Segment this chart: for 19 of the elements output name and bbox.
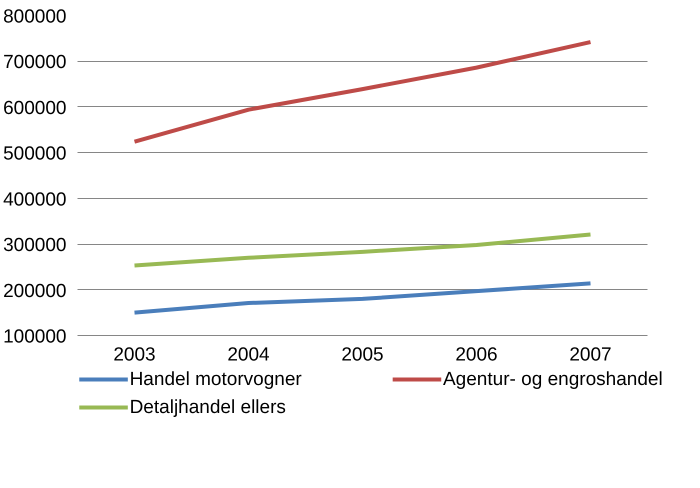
y-tick-label: 700000 (3, 52, 67, 74)
y-tick-label: 400000 (3, 189, 67, 210)
legend-label: Detaljhandel ellers (130, 397, 286, 418)
line-series (132, 232, 592, 268)
line-series (132, 40, 592, 144)
x-tick-label: 2004 (227, 344, 270, 366)
x-tick-label: 2005 (341, 344, 384, 366)
y-tick-label: 300000 (3, 235, 67, 256)
y-tick-label: 500000 (3, 144, 67, 165)
x-tick-label: 2006 (455, 344, 498, 366)
x-tick-label: 2007 (569, 344, 612, 366)
y-tick-label: 200000 (3, 280, 67, 302)
line-series (132, 281, 592, 315)
y-tick-label: 600000 (3, 98, 67, 119)
y-tick-label: 800000 (3, 6, 67, 28)
y-tick-label: 100000 (3, 326, 67, 348)
legend-label: Handel motorvogner (130, 369, 302, 390)
legend-label: Agentur- og engroshandel (443, 369, 663, 390)
x-tick-label: 2003 (113, 344, 156, 366)
